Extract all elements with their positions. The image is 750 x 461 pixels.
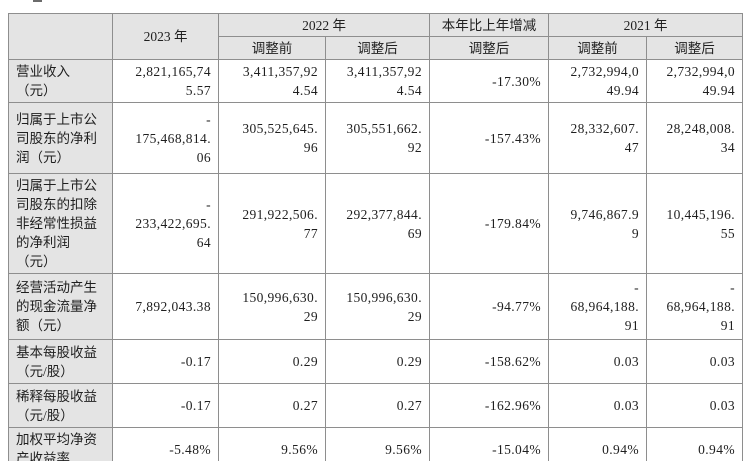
table-row-diluted-eps: 稀释每股收益 （元/股） -0.17 0.27 0.27 -162.96% 0.… [8, 383, 743, 428]
value-cell-change: -162.96% [429, 383, 549, 428]
header-row-subcolumns: 调整前 调整后 调整后 调整前 调整后 [9, 36, 743, 60]
value-cell-2022-before: 9.56% [218, 427, 326, 461]
value-cell-change: -15.04% [429, 427, 549, 461]
value-cell-2022-after: 292,377,844. 69 [325, 173, 430, 274]
header-2022-adjusted-after: 调整后 [325, 36, 430, 60]
value-cell-2022-before: 0.27 [218, 383, 326, 428]
table-row-weighted-avg-roe: 加权平均净资 产收益率 -5.48% 9.56% 9.56% -15.04% 0… [8, 427, 743, 461]
value-cell-2022-before: 3,411,357,92 4.54 [218, 59, 326, 103]
value-cell-2023: -0.17 [112, 339, 219, 384]
value-cell-2023: 7,892,043.38 [112, 273, 219, 340]
value-cell-2021-before: 28,332,607. 47 [548, 102, 647, 174]
value-cell-2021-before: 0.94% [548, 427, 647, 461]
value-cell-2022-after: 305,551,662. 92 [325, 102, 430, 174]
header-2021-adjusted-after: 调整后 [646, 36, 743, 60]
row-label: 归属于上市公 司股东的净利 润（元） [8, 102, 113, 174]
value-cell-2023: 2,821,165,74 5.57 [112, 59, 219, 103]
header-2021-adjusted-before: 调整前 [548, 36, 647, 60]
table-row-net-profit-attributable: 归属于上市公 司股东的净利 润（元） - 175,468,814. 06 305… [8, 102, 743, 174]
table-row-operating-revenue: 营业收入 （元） 2,821,165,74 5.57 3,411,357,92 … [8, 59, 743, 103]
row-label: 营业收入 （元） [8, 59, 113, 103]
value-cell-2021-before: 0.03 [548, 383, 647, 428]
value-cell-2022-after: 9.56% [325, 427, 430, 461]
value-cell-2021-after: 10,445,196. 55 [646, 173, 743, 274]
header-yoy-change: 本年比上年增减 [429, 13, 549, 37]
value-cell-2022-before: 150,996,630. 29 [218, 273, 326, 340]
value-cell-2023: -5.48% [112, 427, 219, 461]
header-2022: 2022 年 [218, 13, 430, 37]
table-row-net-profit-excl-nonrecurring: 归属于上市公 司股东的扣除 非经常性损益 的净利润 （元） - 233,422,… [8, 173, 743, 274]
value-cell-2022-before: 291,922,506. 77 [218, 173, 326, 274]
row-label: 稀释每股收益 （元/股） [8, 383, 113, 428]
value-cell-2021-before: 2,732,994,0 49.94 [548, 59, 647, 103]
table-row-basic-eps: 基本每股收益 （元/股） -0.17 0.29 0.29 -158.62% 0.… [8, 339, 743, 384]
value-cell-2021-before: - 68,964,188. 91 [548, 273, 647, 340]
value-cell-2022-after: 0.27 [325, 383, 430, 428]
value-cell-2022-before: 305,525,645. 96 [218, 102, 326, 174]
table-row-operating-cash-flow: 经营活动产生 的现金流量净 额（元） 7,892,043.38 150,996,… [8, 273, 743, 340]
row-label: 基本每股收益 （元/股） [8, 339, 113, 384]
value-cell-2023: - 233,422,695. 64 [112, 173, 219, 274]
header-2021: 2021 年 [548, 13, 743, 37]
row-label: 经营活动产生 的现金流量净 额（元） [8, 273, 113, 340]
financial-comparison-table: 2023 年 2022 年 本年比上年增减 2021 年 调整前 调整后 调整后… [8, 13, 743, 461]
value-cell-2023: - 175,468,814. 06 [112, 102, 219, 174]
value-cell-2021-after: 2,732,994,0 49.94 [646, 59, 743, 103]
value-cell-change: -17.30% [429, 59, 549, 103]
value-cell-2023: -0.17 [112, 383, 219, 428]
value-cell-2022-before: 0.29 [218, 339, 326, 384]
value-cell-2021-after: 0.94% [646, 427, 743, 461]
header-2022-adjusted-before: 调整前 [218, 36, 326, 60]
value-cell-2022-after: 3,411,357,92 4.54 [325, 59, 430, 103]
header-corner-cell [8, 13, 113, 60]
header-2023: 2023 年 [112, 13, 219, 60]
value-cell-change: -158.62% [429, 339, 549, 384]
value-cell-2021-after: 0.03 [646, 339, 743, 384]
value-cell-2021-before: 9,746,867.9 9 [548, 173, 647, 274]
value-cell-2021-after: 28,248,008. 34 [646, 102, 743, 174]
value-cell-change: -94.77% [429, 273, 549, 340]
header-row-years: 2023 年 2022 年 本年比上年增减 2021 年 [8, 13, 743, 60]
value-cell-change: -157.43% [429, 102, 549, 174]
row-label: 加权平均净资 产收益率 [8, 427, 113, 461]
value-cell-2022-after: 0.29 [325, 339, 430, 384]
cropped-text-artifact [33, 0, 42, 2]
value-cell-change: -179.84% [429, 173, 549, 274]
value-cell-2021-after: 0.03 [646, 383, 743, 428]
value-cell-2021-after: - 68,964,188. 91 [646, 273, 743, 340]
value-cell-2022-after: 150,996,630. 29 [325, 273, 430, 340]
row-label: 归属于上市公 司股东的扣除 非经常性损益 的净利润 （元） [8, 173, 113, 274]
value-cell-2021-before: 0.03 [548, 339, 647, 384]
header-change-adjusted-after: 调整后 [429, 36, 549, 60]
